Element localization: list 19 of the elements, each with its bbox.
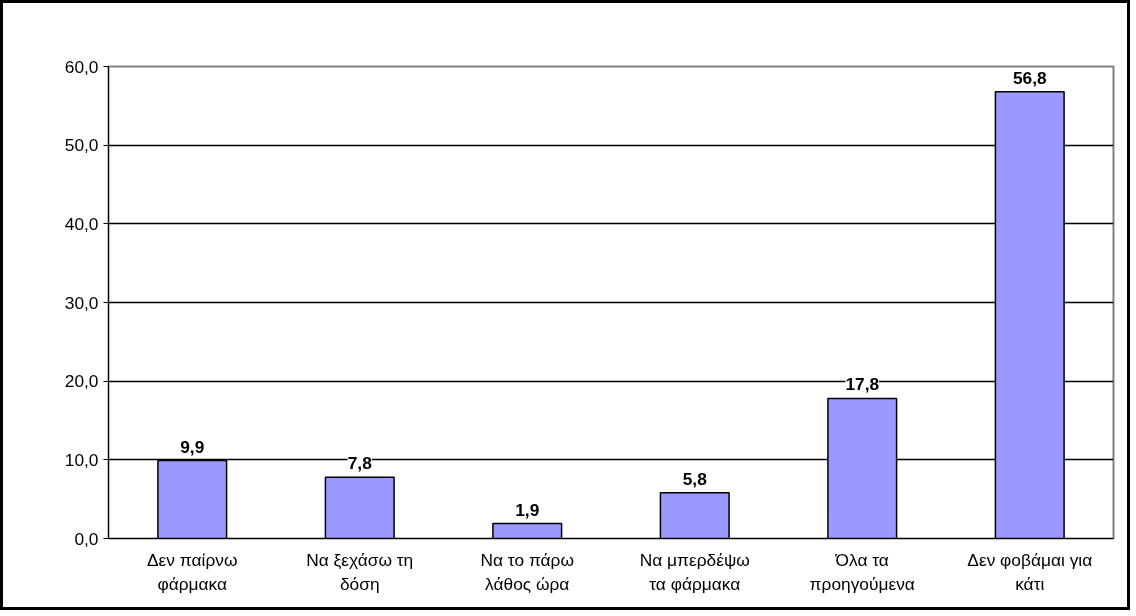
x-tick-label: Δεν παίρνω φάρμακα <box>147 549 238 594</box>
y-tick-label: 60,0 <box>64 56 99 77</box>
y-tick-label: 20,0 <box>64 371 99 392</box>
y-tick-label: 0,0 <box>74 528 99 549</box>
y-tick-label: 50,0 <box>64 135 99 156</box>
data-label: 5,8 <box>682 468 708 489</box>
x-tick-label: Όλα τα προηγούμενα <box>809 549 915 594</box>
data-label: 56,8 <box>1012 67 1047 88</box>
data-label: 7,8 <box>347 453 373 474</box>
x-tick-label: Να το πάρω λάθος ώρα <box>480 549 575 594</box>
x-tick-label: Δεν φοβάμαι για κάτι <box>967 549 1093 594</box>
x-tick-label: Να ξεχάσω τη δόση <box>306 549 414 594</box>
data-label: 17,8 <box>845 374 880 395</box>
x-tick-label: Να μπερδέψω τα φάρμακα <box>639 549 750 594</box>
y-tick-label: 30,0 <box>64 292 99 313</box>
y-tick-label: 40,0 <box>64 213 99 234</box>
data-label: 1,9 <box>515 499 540 520</box>
data-label: 9,9 <box>180 436 205 457</box>
y-tick-label: 10,0 <box>64 449 99 470</box>
